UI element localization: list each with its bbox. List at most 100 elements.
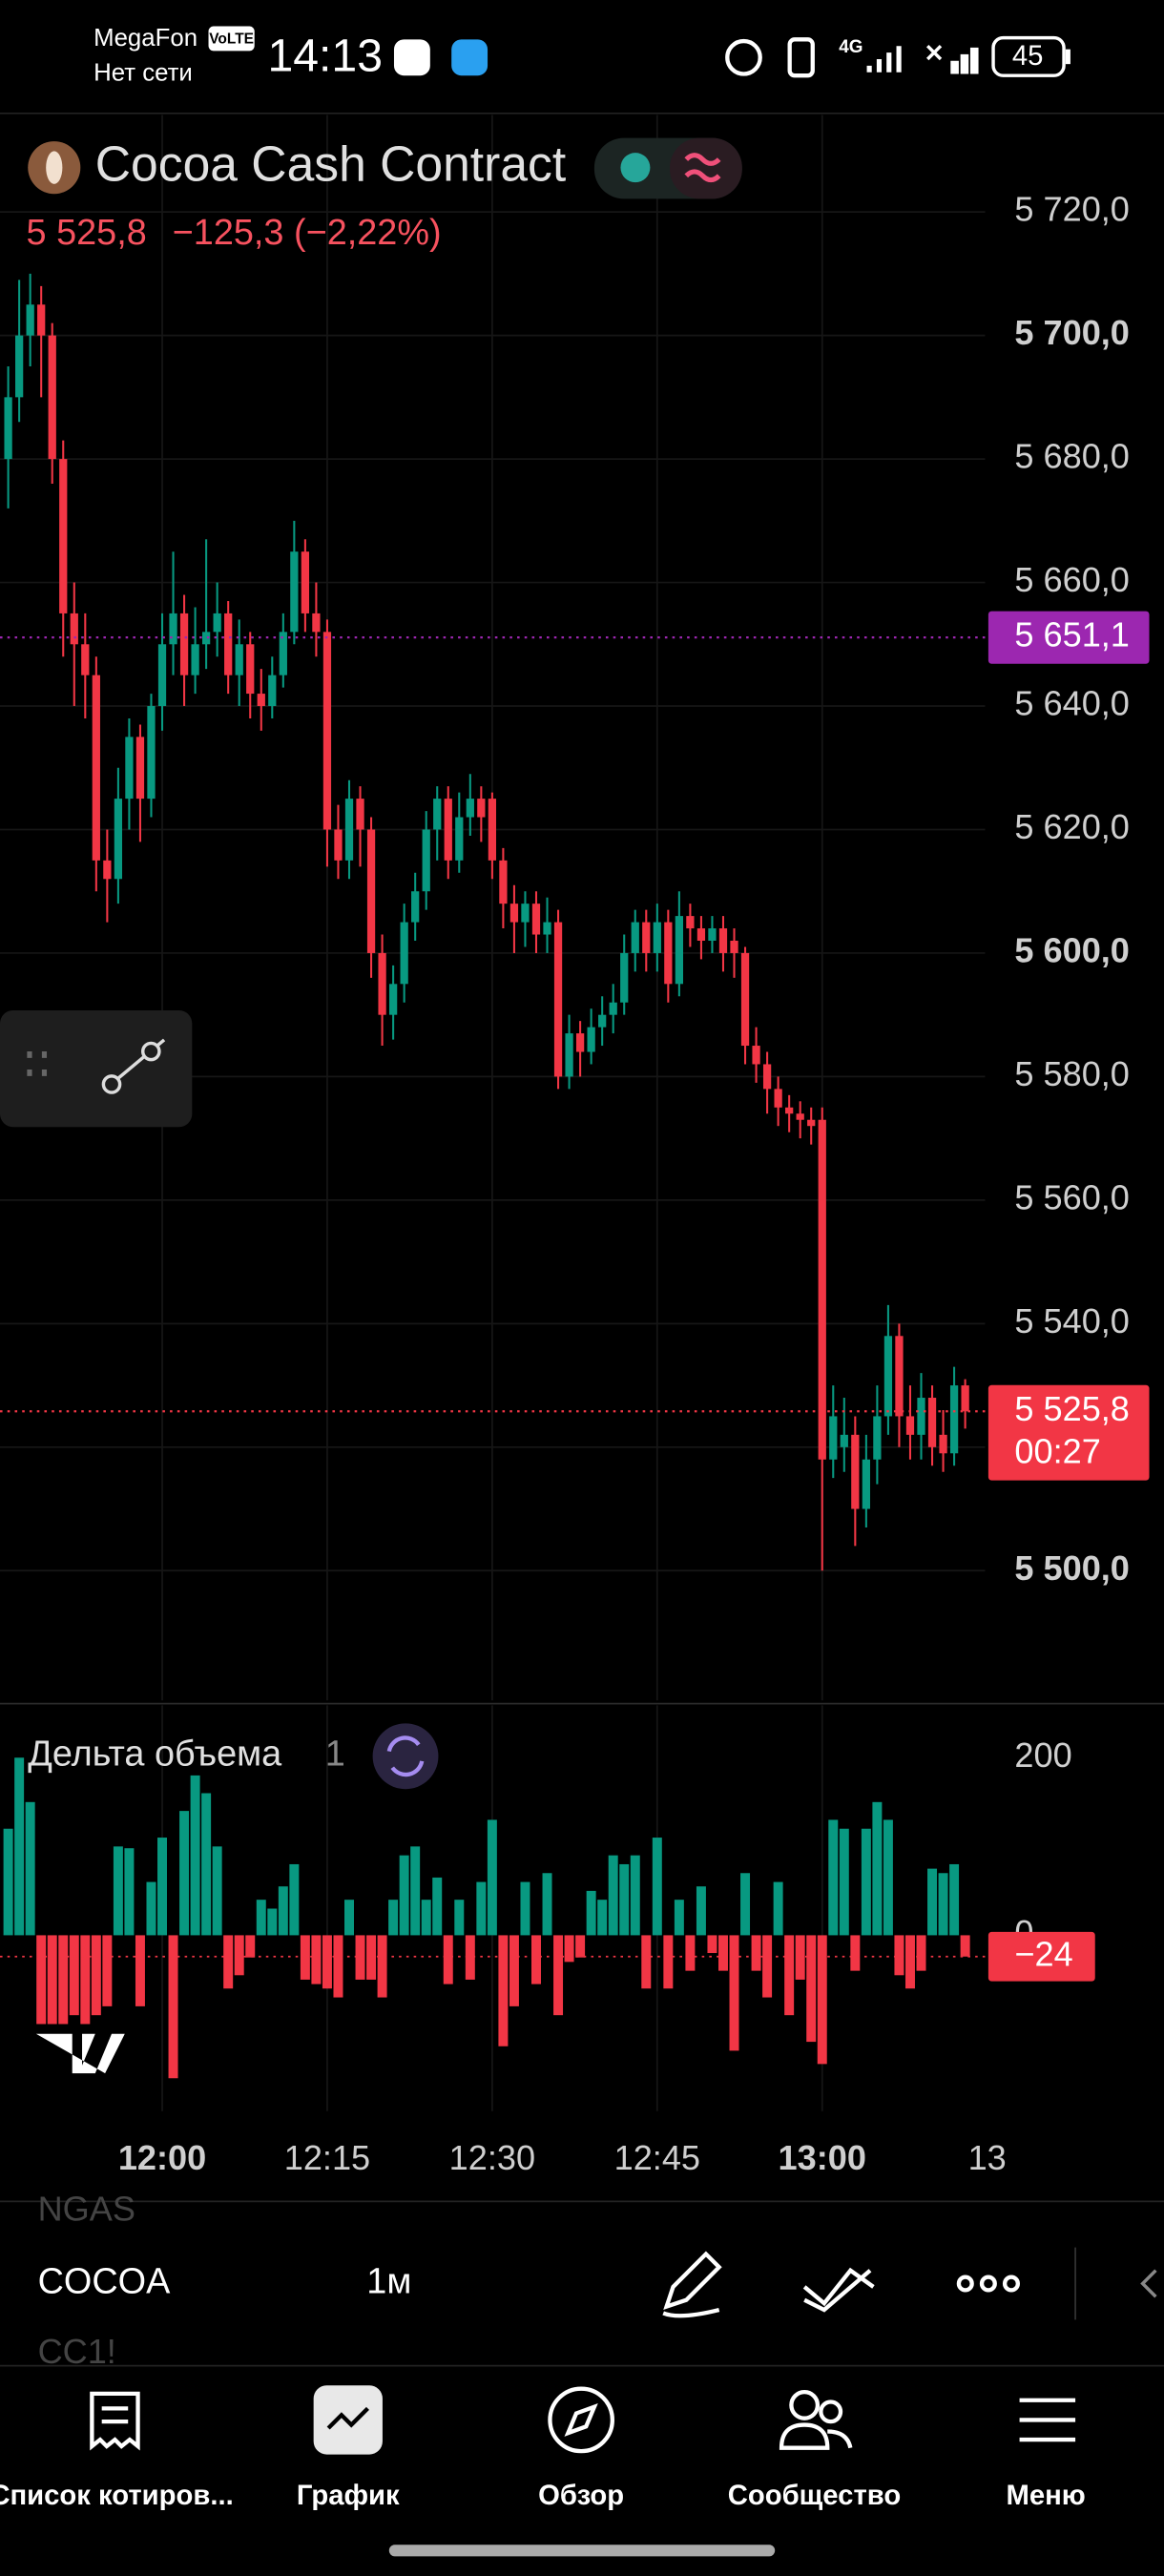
nav-label[interactable]: Меню bbox=[1006, 2481, 1085, 2511]
candle-body bbox=[201, 632, 211, 645]
candle-body bbox=[917, 1398, 925, 1435]
y-tick-label: 5 540,0 bbox=[1014, 1301, 1129, 1340]
delta-bar bbox=[234, 1935, 244, 1976]
nav-icon[interactable] bbox=[548, 2386, 614, 2454]
candle-body bbox=[59, 459, 68, 613]
delta-bar bbox=[25, 1801, 35, 1936]
draw-button[interactable] bbox=[662, 2251, 722, 2318]
delta-bar bbox=[861, 1828, 871, 1936]
price-tag-label: 5 525,8 bbox=[1014, 1389, 1129, 1428]
delta-tag bbox=[987, 1931, 1095, 1982]
delta-bar bbox=[872, 1801, 883, 1936]
candle-body bbox=[235, 644, 243, 675]
delta-bar bbox=[773, 1881, 783, 1936]
delta-bar bbox=[300, 1935, 310, 1980]
nav-label[interactable]: Список котиров... bbox=[0, 2481, 234, 2511]
nav-label[interactable]: Обзор bbox=[538, 2481, 624, 2511]
candle-body bbox=[169, 613, 177, 645]
delta-bar bbox=[762, 1935, 773, 1998]
volte: VoLTE bbox=[209, 31, 254, 47]
candle-body bbox=[521, 904, 530, 923]
candle-body bbox=[509, 904, 519, 923]
indicators-button[interactable] bbox=[802, 2267, 875, 2313]
price-tag bbox=[987, 611, 1150, 664]
candle-body bbox=[147, 706, 156, 800]
candle-body bbox=[796, 1113, 804, 1120]
candle-body bbox=[92, 675, 100, 861]
x-tick-label: 13 bbox=[968, 2138, 1007, 2177]
delta-bar bbox=[795, 1935, 805, 1980]
candle-body bbox=[433, 799, 442, 830]
x-tick-label: 13:00 bbox=[779, 2138, 866, 2177]
symbol-item[interactable]: NGAS bbox=[38, 2189, 135, 2228]
delta-bar bbox=[201, 1793, 212, 1936]
delta-bar bbox=[960, 1935, 970, 1957]
delta-bar bbox=[553, 1935, 564, 2016]
signal-type: 4G bbox=[839, 37, 863, 57]
delta-bar bbox=[333, 1935, 343, 1998]
nav-icon[interactable] bbox=[779, 2389, 853, 2450]
nav-label[interactable]: Сообщество bbox=[728, 2481, 901, 2511]
nav-icon[interactable] bbox=[90, 2391, 140, 2451]
delta-bar bbox=[366, 1935, 377, 1980]
delta-bar bbox=[289, 1863, 300, 1936]
delta-bar bbox=[904, 1935, 915, 1989]
candle-body bbox=[785, 1107, 794, 1114]
symbol-item-active[interactable]: COCOA bbox=[38, 2261, 172, 2301]
delta-bar bbox=[828, 1819, 839, 1936]
nav-icon[interactable] bbox=[1019, 2398, 1076, 2442]
delta-bar bbox=[850, 1935, 861, 1971]
candle-body bbox=[224, 613, 233, 675]
delta-bar bbox=[619, 1863, 630, 1936]
y-tick-label: 5 500,0 bbox=[1014, 1548, 1129, 1588]
candle-body bbox=[422, 829, 430, 892]
network: Нет сети bbox=[94, 59, 193, 86]
symbol-item[interactable]: CC1! bbox=[38, 2332, 116, 2371]
delayed-icon bbox=[684, 153, 721, 183]
candle-body bbox=[179, 613, 189, 675]
battery-tip bbox=[1065, 49, 1070, 65]
interval[interactable]: 1м bbox=[366, 2261, 411, 2301]
delta-bar bbox=[531, 1935, 541, 1984]
delta-bar bbox=[817, 1935, 827, 2065]
nav-label[interactable]: График bbox=[297, 2481, 400, 2511]
last-price: 5 525,8 bbox=[27, 213, 147, 253]
tv-logo bbox=[35, 2033, 125, 2074]
delta-bar bbox=[476, 1881, 487, 1936]
delta-bar bbox=[157, 1838, 167, 1936]
alarm-icon bbox=[725, 38, 762, 76]
more-button[interactable] bbox=[956, 2275, 1021, 2293]
candle-body bbox=[411, 891, 420, 923]
market-open-dot bbox=[620, 153, 651, 183]
candle-body bbox=[696, 928, 706, 942]
y-tick-label: 5 600,0 bbox=[1014, 930, 1129, 969]
delta-bar bbox=[377, 1935, 387, 1998]
delta-bar bbox=[663, 1935, 674, 1989]
delta-bar bbox=[520, 1881, 530, 1936]
delta-bar bbox=[542, 1873, 552, 1936]
indicator-refresh[interactable] bbox=[372, 1723, 439, 1790]
candle-body bbox=[883, 1336, 893, 1417]
drawing-panel[interactable] bbox=[0, 1009, 193, 1128]
scroll-button[interactable] bbox=[1140, 2269, 1157, 2298]
delta-bar bbox=[630, 1855, 640, 1936]
delta-bar bbox=[949, 1863, 960, 1936]
delta-bar bbox=[564, 1935, 574, 1963]
carrier: MegaFon bbox=[94, 25, 197, 52]
delta-bar bbox=[355, 1935, 365, 1980]
y-tick-label: 5 700,0 bbox=[1014, 313, 1129, 352]
delta-bar bbox=[575, 1935, 586, 1958]
candle-body bbox=[653, 922, 661, 953]
delta-bar bbox=[256, 1900, 266, 1936]
delta-bar bbox=[729, 1935, 739, 2051]
candle-body bbox=[531, 904, 541, 935]
candle-body bbox=[718, 928, 728, 953]
y2-tick-label: 200 bbox=[1014, 1735, 1071, 1775]
candle-body bbox=[246, 644, 255, 695]
delta-bar bbox=[641, 1935, 652, 1989]
delta-bar bbox=[135, 1935, 145, 2006]
candle-body bbox=[125, 737, 134, 800]
delta-bar bbox=[751, 1935, 761, 1971]
x-tick-label: 12:00 bbox=[118, 2138, 206, 2177]
y-tick-label: 5 580,0 bbox=[1014, 1054, 1129, 1093]
